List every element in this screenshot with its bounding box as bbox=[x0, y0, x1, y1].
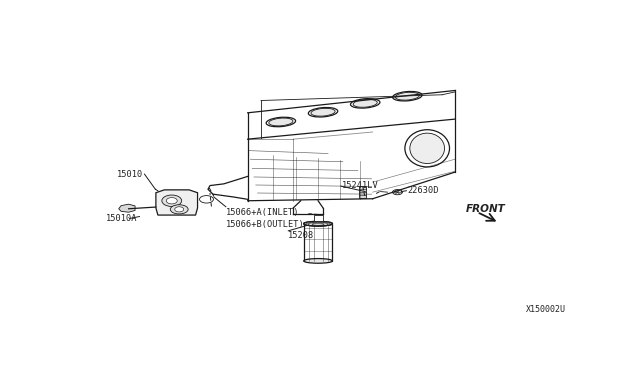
Ellipse shape bbox=[351, 99, 380, 108]
Ellipse shape bbox=[304, 221, 332, 226]
Polygon shape bbox=[118, 204, 135, 212]
FancyBboxPatch shape bbox=[359, 186, 366, 198]
Ellipse shape bbox=[405, 130, 449, 167]
FancyBboxPatch shape bbox=[304, 224, 332, 261]
Ellipse shape bbox=[175, 207, 184, 212]
Ellipse shape bbox=[308, 108, 338, 117]
Polygon shape bbox=[156, 190, 198, 215]
Text: 15010: 15010 bbox=[117, 170, 143, 179]
Ellipse shape bbox=[311, 108, 335, 116]
Text: X150002U: X150002U bbox=[526, 305, 566, 314]
Text: FRONT: FRONT bbox=[466, 204, 506, 214]
Ellipse shape bbox=[396, 92, 419, 100]
Ellipse shape bbox=[170, 205, 188, 214]
Ellipse shape bbox=[393, 92, 422, 101]
Ellipse shape bbox=[392, 190, 403, 195]
Ellipse shape bbox=[304, 221, 332, 226]
Ellipse shape bbox=[304, 259, 332, 263]
Text: 15208: 15208 bbox=[288, 231, 315, 240]
Ellipse shape bbox=[353, 99, 377, 107]
Ellipse shape bbox=[162, 195, 182, 206]
Text: 15010A: 15010A bbox=[106, 214, 138, 223]
Ellipse shape bbox=[166, 198, 177, 204]
Ellipse shape bbox=[410, 133, 445, 164]
Ellipse shape bbox=[266, 117, 296, 127]
Ellipse shape bbox=[200, 196, 213, 203]
FancyBboxPatch shape bbox=[314, 215, 323, 221]
Text: 15241LV: 15241LV bbox=[342, 181, 379, 190]
Text: 22630D: 22630D bbox=[408, 186, 439, 195]
Ellipse shape bbox=[269, 118, 293, 126]
Text: 15066+A(INLET)
15066+B(OUTLET): 15066+A(INLET) 15066+B(OUTLET) bbox=[227, 208, 305, 228]
